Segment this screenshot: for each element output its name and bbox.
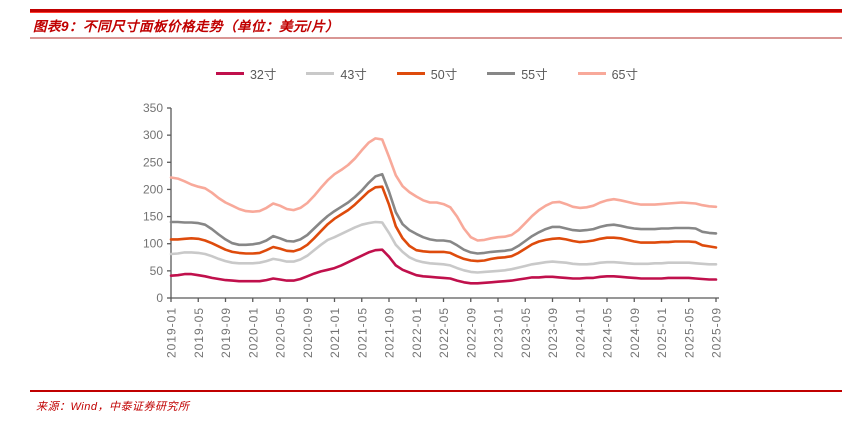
title-top-rule <box>30 9 842 13</box>
legend-swatch-32in <box>215 71 244 75</box>
legend-swatch-55in <box>487 71 516 75</box>
legend-swatch-65in <box>577 71 606 75</box>
x-axis-tick-label: 2022-01 <box>410 307 424 358</box>
y-axis-tick-label: 150 <box>143 210 163 224</box>
x-axis-tick-label: 2025-01 <box>655 307 669 358</box>
x-axis-tick-label: 2022-09 <box>464 307 478 358</box>
x-axis-tick-label: 2025-09 <box>710 307 724 358</box>
legend-item-65in: 65寸 <box>577 64 639 83</box>
y-axis-tick-label: 0 <box>156 291 163 305</box>
legend-swatch-43in <box>306 71 335 75</box>
series-line-65in <box>169 137 718 242</box>
x-axis-tick-label: 2022-05 <box>437 307 451 358</box>
x-axis-tick-label: 2024-05 <box>601 307 615 358</box>
legend-label: 43寸 <box>340 67 367 82</box>
x-axis-tick-label: 2024-09 <box>628 307 642 358</box>
x-axis-tick-label: 2024-01 <box>573 307 587 358</box>
y-axis-tick-label: 250 <box>143 155 163 169</box>
x-axis-tick-label: 2025-05 <box>682 307 696 358</box>
x-axis-tick-label: 2020-05 <box>274 307 288 358</box>
figure-title: 图表9：不同尺寸面板价格走势（单位：美元/片） <box>33 19 340 34</box>
x-axis-tick-label: 2019-09 <box>219 307 233 358</box>
legend-swatch-50in <box>396 71 425 75</box>
x-axis-tick-label: 2019-01 <box>165 307 179 358</box>
legend-label: 50寸 <box>430 67 458 82</box>
source-note: 来源：Wind，中泰证券研究所 <box>36 401 190 413</box>
x-axis-tick-label: 2023-05 <box>519 307 533 358</box>
legend-label: 55寸 <box>521 67 548 82</box>
x-axis-tick-label: 2023-01 <box>492 307 506 358</box>
series-line-32in <box>169 248 718 285</box>
series-line-55in <box>169 172 718 255</box>
legend-item-50in: 50寸 <box>396 64 458 83</box>
x-axis-tick-label: 2020-09 <box>301 307 315 358</box>
legend-item-55in: 55寸 <box>487 64 548 83</box>
series-line-43in <box>169 220 718 274</box>
x-axis-tick-label: 2019-05 <box>192 307 206 358</box>
y-axis-tick-label: 350 <box>143 101 163 115</box>
y-axis-tick-label: 300 <box>143 128 163 142</box>
legend-item-43in: 43寸 <box>306 64 367 83</box>
x-axis-tick-label: 2021-09 <box>383 307 397 358</box>
title-underline-rule <box>30 37 842 39</box>
series-line-50in <box>169 185 718 263</box>
x-axis-tick-label: 2023-09 <box>546 307 560 358</box>
chart-legend: 32寸 43寸 50寸 55寸 65寸 <box>0 63 854 83</box>
legend-label: 32寸 <box>249 67 277 82</box>
y-axis-tick-label: 50 <box>150 264 164 278</box>
legend-label: 65寸 <box>611 67 639 82</box>
y-axis-tick-label: 100 <box>143 237 163 251</box>
x-axis-tick-label: 2021-01 <box>328 307 342 358</box>
x-axis-tick-label: 2020-01 <box>246 307 260 358</box>
y-axis-tick-label: 200 <box>143 182 163 196</box>
footer-rule <box>30 390 842 392</box>
x-axis-tick-label: 2021-05 <box>355 307 369 358</box>
legend-item-32in: 32寸 <box>215 64 277 83</box>
